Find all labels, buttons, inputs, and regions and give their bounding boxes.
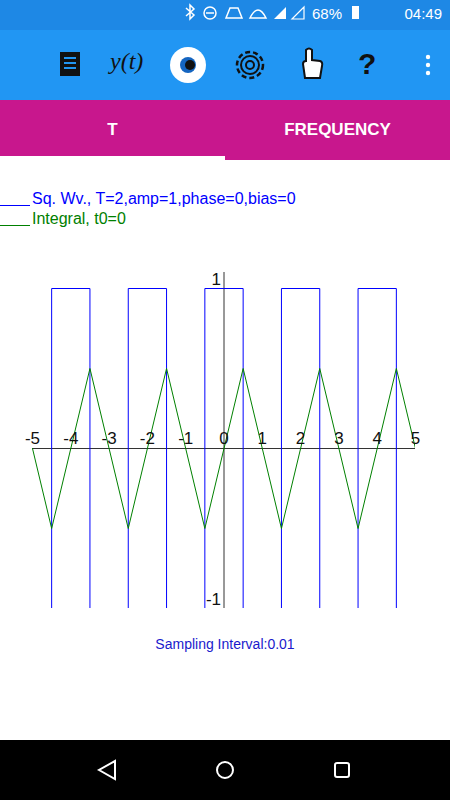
- svg-text:-3: -3: [102, 429, 117, 448]
- html-text:Sq. Wv., T=2,amp=1,phase=0,bia: Sq. Wv., T=2,amp=1,phase=0,bias=0: [32, 190, 296, 207]
- svg-text:1: 1: [212, 270, 221, 289]
- svg-text:-4: -4: [63, 429, 78, 448]
- html-text:y(t): y(t): [110, 48, 144, 74]
- svg-text:4: 4: [372, 429, 381, 448]
- svg-text:0: 0: [219, 429, 228, 448]
- svg-text:1: 1: [258, 429, 267, 448]
- svg-text:-1: -1: [206, 590, 221, 609]
- html-text:T: T: [107, 120, 118, 139]
- svg-text:2: 2: [296, 429, 305, 448]
- svg-text:5: 5: [411, 429, 420, 448]
- html-text:Integral, t0=0: Integral, t0=0: [32, 210, 126, 227]
- svg-text:-5: -5: [25, 429, 40, 448]
- svg-text:3: 3: [334, 429, 343, 448]
- svg-text:-2: -2: [140, 429, 155, 448]
- html-text:68%: 68%: [312, 5, 342, 22]
- html-text:Sampling Interval:0.01: Sampling Interval:0.01: [155, 636, 295, 652]
- html-text:04:49: 04:49: [404, 5, 442, 22]
- html-text:FREQUENCY: FREQUENCY: [284, 120, 391, 139]
- svg-text:-1: -1: [178, 429, 193, 448]
